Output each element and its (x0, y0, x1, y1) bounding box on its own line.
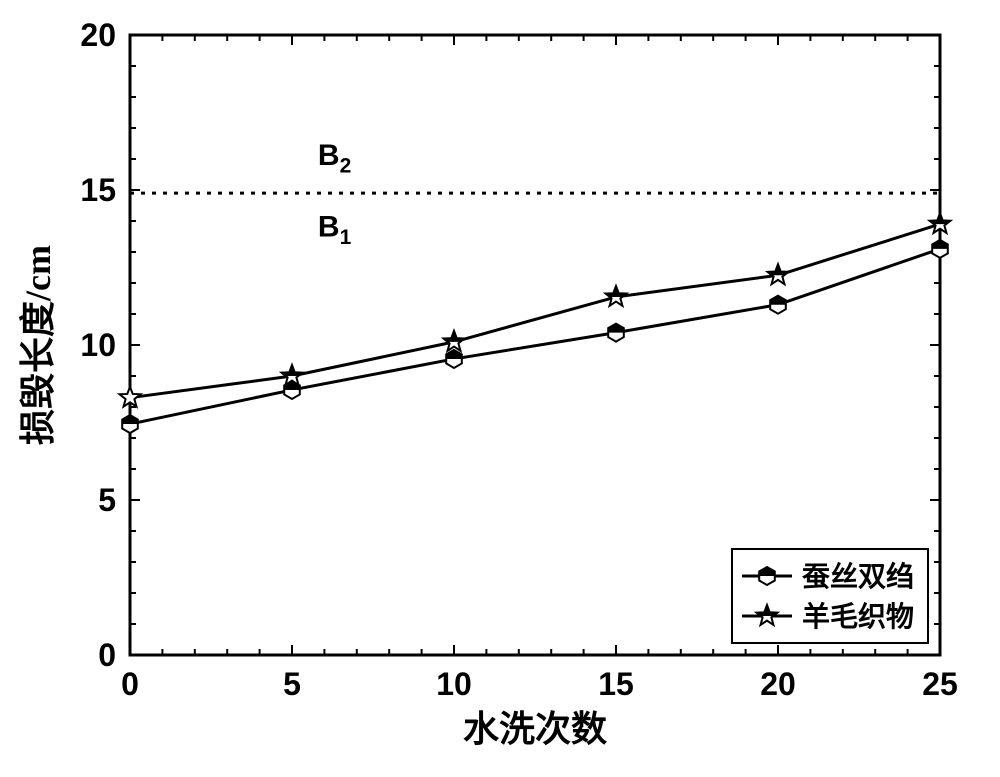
legend-label: 羊毛织物 (802, 601, 914, 633)
x-tick-label: 5 (283, 666, 301, 702)
y-tick-label: 15 (80, 172, 116, 208)
y-tick-label: 5 (98, 482, 116, 518)
x-tick-label: 25 (922, 666, 958, 702)
y-tick-label: 20 (80, 17, 116, 53)
x-tick-label: 20 (760, 666, 796, 702)
y-tick-label: 0 (98, 637, 116, 673)
x-tick-label: 15 (598, 666, 634, 702)
chart-container: 0510152025水洗次数05101520损毁长度/cmB2B1蚕丝双绉羊毛织… (0, 0, 1000, 777)
x-axis-label: 水洗次数 (463, 709, 607, 749)
y-tick-label: 10 (80, 327, 116, 363)
line-chart: 0510152025水洗次数05101520损毁长度/cmB2B1蚕丝双绉羊毛织… (0, 0, 1000, 777)
x-tick-label: 10 (436, 666, 472, 702)
x-tick-label: 0 (121, 666, 139, 702)
legend: 蚕丝双绉羊毛织物 (732, 549, 928, 643)
legend-label: 蚕丝双绉 (802, 560, 914, 593)
y-axis-label: 损毁长度/cm (18, 245, 58, 445)
